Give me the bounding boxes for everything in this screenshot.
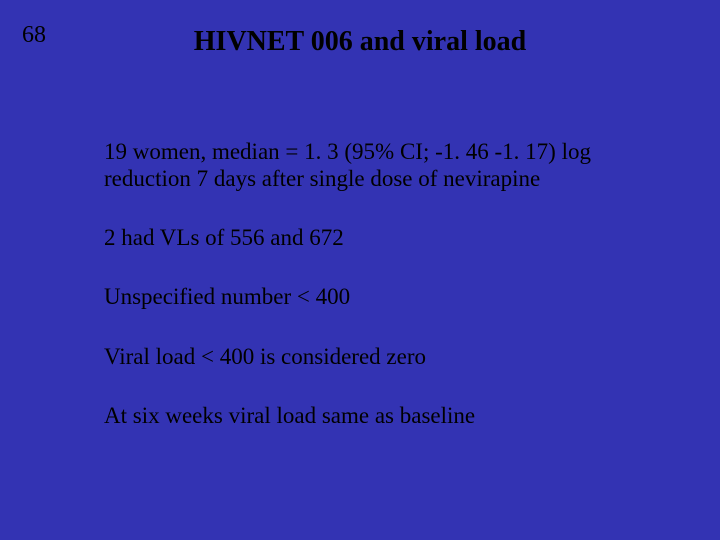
slide-container: 68 HIVNET 006 and viral load 19 women, m… <box>0 0 720 540</box>
paragraph: 19 women, median = 1. 3 (95% CI; -1. 46 … <box>104 138 660 192</box>
slide-title: HIVNET 006 and viral load <box>0 26 720 58</box>
paragraph: Viral load < 400 is considered zero <box>104 343 660 370</box>
paragraph: Unspecified number < 400 <box>104 283 660 310</box>
paragraph: At six weeks viral load same as baseline <box>104 402 660 429</box>
slide-body: 19 women, median = 1. 3 (95% CI; -1. 46 … <box>104 138 660 429</box>
paragraph: 2 had VLs of 556 and 672 <box>104 224 660 251</box>
